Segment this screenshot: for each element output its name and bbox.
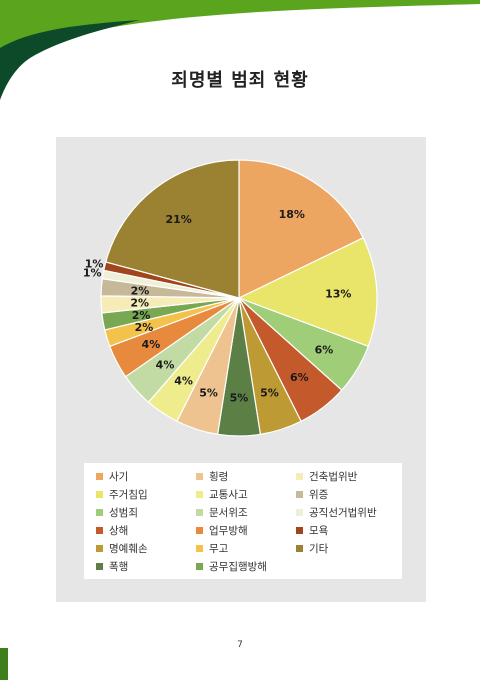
legend-item-4: 명예훼손	[96, 541, 148, 557]
legend-swatch	[96, 562, 103, 570]
legend-label: 모욕	[309, 525, 329, 537]
legend-swatch	[196, 544, 203, 552]
pie-label-1: 13%	[325, 287, 351, 300]
legend-label: 사기	[109, 471, 129, 483]
legend-label: 교통사고	[209, 489, 248, 501]
legend-label: 횡령	[209, 471, 229, 483]
pie-slice-1	[237, 237, 378, 348]
legend-item-9: 업무방해	[196, 523, 248, 539]
pie-label-9: 4%	[142, 338, 161, 351]
legend-item-10: 무고	[196, 541, 228, 557]
pie-slice-16	[105, 159, 240, 299]
pie-label-5: 5%	[230, 391, 249, 404]
legend-swatch	[196, 562, 203, 570]
legend-label: 문서위조	[209, 507, 248, 519]
legend-label: 폭행	[109, 561, 129, 573]
legend-item-15: 모욕	[296, 523, 328, 539]
legend-label: 공직선거법위반	[309, 507, 377, 519]
legend-item-7: 교통사고	[196, 487, 248, 503]
legend-swatch	[96, 544, 103, 552]
pie-label-12: 2%	[130, 297, 149, 310]
legend-swatch	[296, 544, 303, 552]
legend-swatch	[196, 490, 203, 498]
legend-item-11: 공무집행방해	[196, 559, 267, 575]
legend-swatch	[96, 508, 103, 516]
page-title: 죄명별 범죄 현황	[171, 70, 309, 91]
legend-item-0: 사기	[96, 469, 128, 485]
legend-item-3: 상해	[96, 523, 128, 539]
legend-swatch	[96, 472, 103, 480]
legend-item-16: 기타	[296, 541, 328, 557]
legend-label: 위증	[309, 489, 329, 501]
pie-label-13: 2%	[131, 284, 150, 297]
legend-swatch	[296, 526, 303, 534]
legend-item-8: 문서위조	[196, 505, 248, 521]
pie-label-2: 6%	[315, 343, 334, 356]
legend-swatch	[196, 526, 203, 534]
legend-label: 무고	[209, 543, 229, 555]
legend-label: 상해	[109, 525, 129, 537]
legend-label: 건축법위반	[309, 471, 358, 483]
legend-item-14: 공직선거법위반	[296, 505, 377, 521]
pie-label-7: 4%	[174, 375, 193, 388]
legend-item-5: 폭행	[96, 559, 128, 575]
legend-swatch	[296, 508, 303, 516]
legend-label: 주거침입	[109, 489, 148, 501]
pie-label-3: 6%	[290, 371, 309, 384]
chart-panel: 18% 13% 6% 6% 5% 5% 5% 4% 4% 4% 2% 2% 2% 2% 1% 1% 21% 사기…	[56, 137, 426, 602]
legend-swatch	[96, 526, 103, 534]
legend-label: 성범죄	[109, 507, 138, 519]
pie-label-0: 18%	[279, 208, 305, 221]
legend-label: 기타	[309, 543, 329, 555]
header-wave-dark	[0, 20, 140, 100]
pie-label-16: 21%	[165, 213, 191, 226]
pie-label-10: 2%	[135, 321, 154, 334]
header-wave-decoration	[0, 0, 480, 100]
legend-label: 공무집행방해	[209, 561, 267, 573]
legend-item-13: 위증	[296, 487, 328, 503]
pie-chart: 18%13%6%6%5%5%5%4%4%4%2%2%2%2%1%1%21%	[83, 159, 378, 437]
pie-label-15: 1%	[85, 258, 104, 271]
legend-swatch	[96, 490, 103, 498]
header-wave-light	[0, 0, 480, 74]
legend-item-2: 성범죄	[96, 505, 138, 521]
legend-swatch	[296, 472, 303, 480]
legend-swatch	[196, 472, 203, 480]
pie-label-6: 5%	[199, 387, 218, 400]
pie-label-14: 1%	[83, 267, 102, 280]
legend-item-12: 건축법위반	[296, 469, 357, 485]
pie-label-11: 2%	[132, 309, 151, 322]
legend-swatch	[296, 490, 303, 498]
legend-swatch	[196, 508, 203, 516]
legend-item-1: 주거침입	[96, 487, 148, 503]
side-accent-bar	[0, 648, 8, 680]
legend-item-6: 횡령	[196, 469, 228, 485]
pie-label-4: 5%	[260, 387, 279, 400]
legend-label: 업무방해	[209, 525, 248, 537]
legend-label: 명예훼손	[109, 543, 148, 555]
page-number: 7	[237, 640, 243, 650]
pie-slice-0	[238, 159, 365, 299]
pie-label-8: 4%	[156, 358, 175, 371]
